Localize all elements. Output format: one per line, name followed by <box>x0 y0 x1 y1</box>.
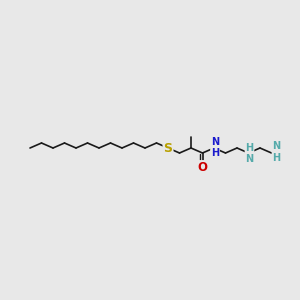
Text: N
H: N H <box>272 141 281 163</box>
Text: N
H: N H <box>211 137 219 158</box>
Text: S: S <box>164 142 172 154</box>
Text: O: O <box>197 161 208 174</box>
Text: H
N: H N <box>245 143 253 164</box>
